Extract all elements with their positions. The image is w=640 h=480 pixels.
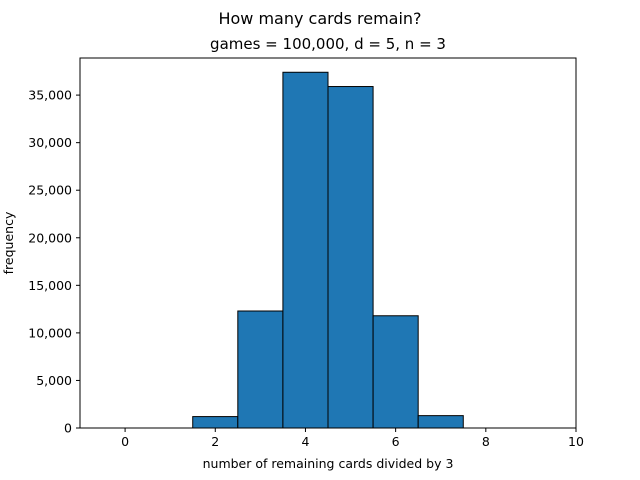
x-tick-label: 10: [568, 434, 584, 449]
y-tick-label: 25,000: [28, 183, 72, 198]
y-tick-label: 0: [64, 421, 72, 436]
x-tick-label: 4: [301, 434, 309, 449]
bar-2: [192, 416, 239, 429]
y-tick-label: 35,000: [28, 88, 72, 103]
bar-3: [237, 310, 284, 429]
chart-title: How many cards remain?: [218, 9, 421, 28]
y-tick-label: 30,000: [28, 135, 72, 150]
y-axis-label: frequency: [1, 211, 16, 274]
x-axis-label: number of remaining cards divided by 3: [203, 456, 454, 471]
y-tick-label: 15,000: [28, 278, 72, 293]
plot-frame: [79, 57, 577, 429]
bar-5: [327, 86, 374, 429]
bar-7: [417, 415, 464, 429]
y-axis-ticks: 0 5,000 10,000 15,000 20,000 25,000 30,000 35,0…: [28, 88, 80, 436]
bar-6: [372, 315, 419, 429]
y-tick-label: 20,000: [28, 230, 72, 245]
x-axis-ticks: 0 2 4 6 8 10: [121, 428, 584, 449]
x-tick-label: 2: [211, 434, 219, 449]
bars-group: [192, 71, 464, 429]
x-tick-label: 8: [482, 434, 490, 449]
x-tick-label: 6: [392, 434, 400, 449]
x-tick-label: 0: [121, 434, 129, 449]
bar-4: [282, 71, 329, 429]
y-tick-label: 5,000: [36, 373, 72, 388]
chart-subtitle: games = 100,000, d = 5, n = 3: [210, 35, 446, 53]
y-tick-label: 10,000: [28, 325, 72, 340]
